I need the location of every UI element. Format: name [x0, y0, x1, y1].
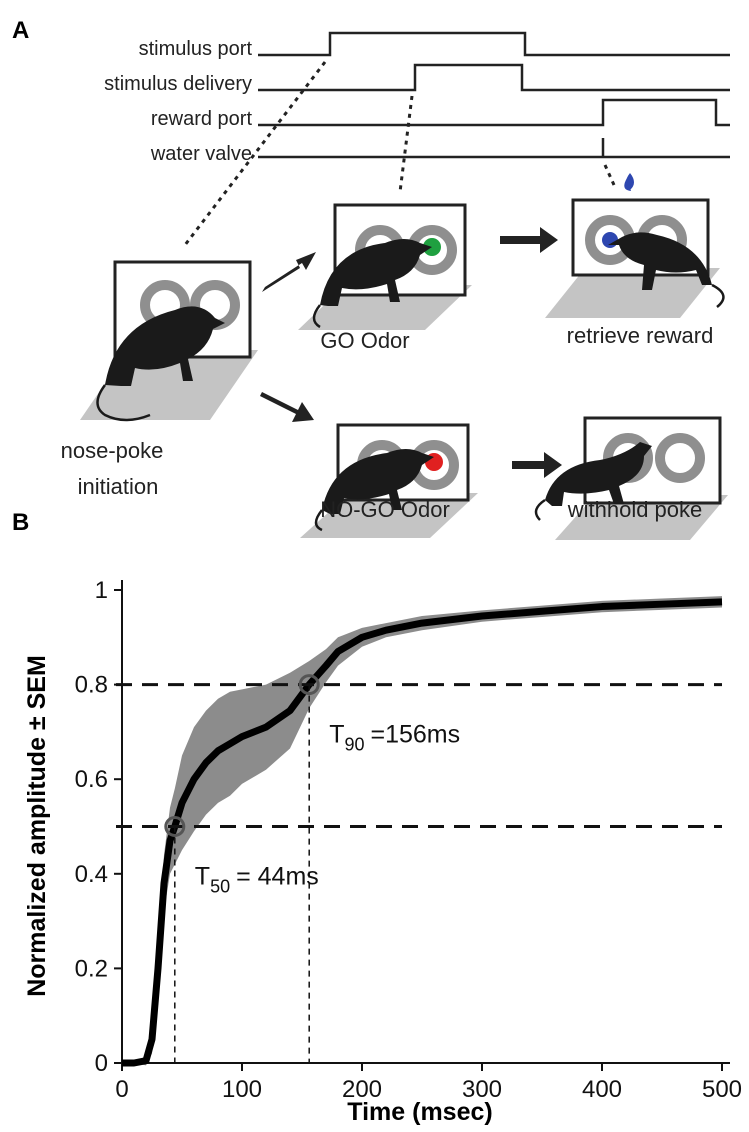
panel-label: B — [12, 509, 29, 536]
annotation-symbol: T — [329, 721, 344, 749]
y-tick-label: 0.2 — [75, 955, 108, 982]
y-axis-label: Normalized amplitude ± SEM — [23, 655, 51, 997]
stage — [545, 200, 723, 318]
link-line — [605, 165, 614, 185]
stage-label: nose-poke — [61, 438, 164, 463]
figure: A stimulus port stimulus delivery reward… — [0, 0, 749, 1132]
link-line — [400, 96, 412, 192]
trace — [258, 65, 730, 90]
stage-label: GO Odor — [320, 328, 409, 353]
stage-label: NO-GO Odor — [320, 497, 450, 522]
trace-label: reward port — [151, 108, 253, 130]
y-tick-label: 0.4 — [75, 861, 108, 888]
panel-label: A — [12, 17, 29, 44]
trace-label: water valve — [150, 143, 252, 165]
annotation-value: = 44ms — [236, 863, 319, 891]
y-tick-label: 0.8 — [75, 672, 108, 699]
arrow — [262, 252, 316, 292]
stage-label: initiation — [78, 474, 159, 499]
mean-line — [122, 602, 722, 1063]
trace-label: stimulus port — [139, 38, 253, 60]
trace — [258, 33, 730, 55]
y-tick-label: 1 — [95, 577, 108, 604]
y-tick-label: 0 — [95, 1050, 108, 1077]
trace — [258, 138, 730, 157]
water-drop — [624, 173, 634, 191]
trace-label: stimulus delivery — [104, 73, 252, 95]
annotation: T90 =156ms — [329, 721, 460, 755]
stage — [80, 262, 258, 420]
arrow — [260, 392, 314, 422]
trace — [258, 100, 730, 125]
annotation: T50 = 44ms — [195, 863, 319, 897]
sem-band — [122, 596, 722, 1065]
stage-label: withhold poke — [567, 497, 703, 522]
annotation-value: =156ms — [371, 721, 461, 749]
stage — [298, 205, 472, 330]
x-axis-label: Time (msec) — [347, 1098, 492, 1126]
annotation-subscript: 90 — [344, 735, 364, 755]
stage-label: retrieve reward — [567, 323, 714, 348]
x-tick-label: 400 — [582, 1076, 622, 1103]
annotation-subscript: 50 — [210, 877, 230, 897]
x-tick-label: 0 — [115, 1076, 128, 1103]
arrow — [500, 227, 558, 253]
arrow — [512, 452, 562, 478]
annotation-symbol: T — [195, 863, 210, 891]
x-tick-label: 100 — [222, 1076, 262, 1103]
y-tick-label: 0.6 — [75, 766, 108, 793]
x-tick-label: 500 — [702, 1076, 742, 1103]
